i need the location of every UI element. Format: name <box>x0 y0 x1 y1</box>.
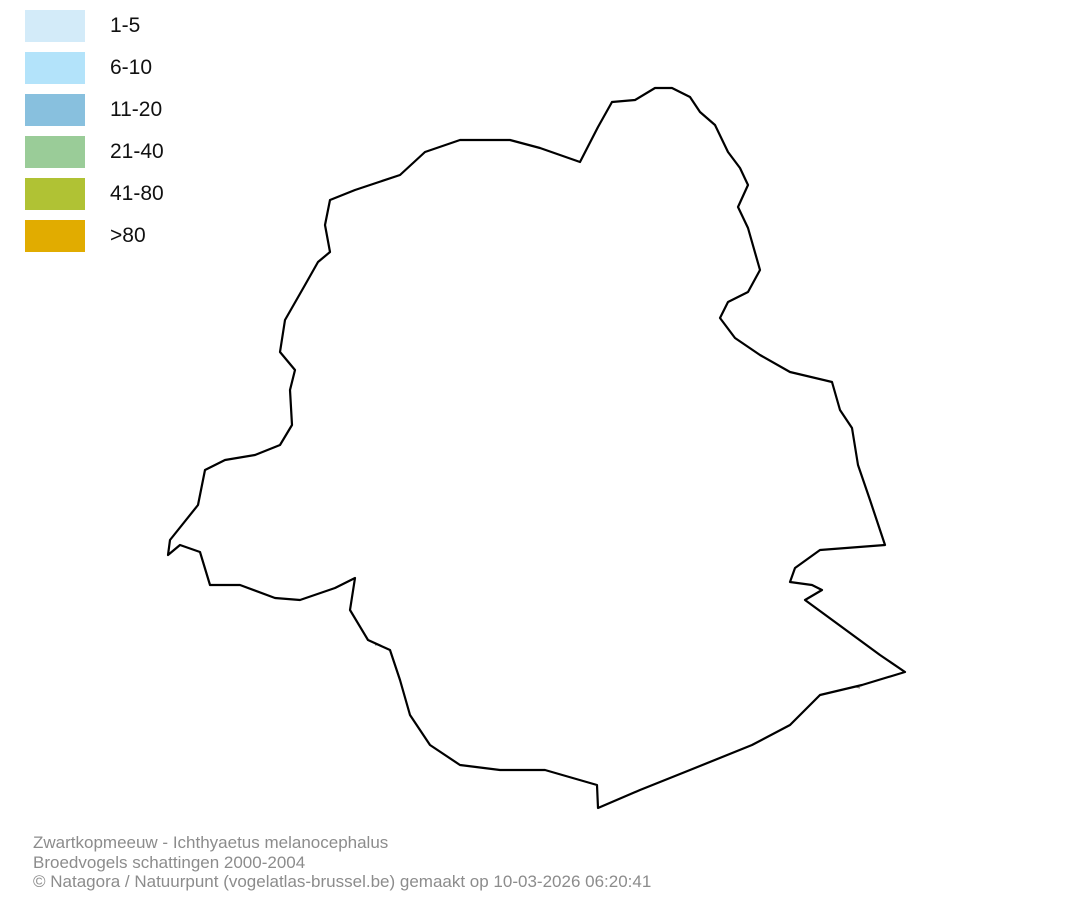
legend: 1-5 6-10 11-20 21-40 41-80 >80 <box>25 5 164 257</box>
legend-label: 21-40 <box>110 140 164 163</box>
legend-item: >80 <box>25 215 164 257</box>
legend-label: 41-80 <box>110 182 164 205</box>
legend-item: 21-40 <box>25 131 164 173</box>
legend-swatch <box>25 178 85 210</box>
legend-label: 6-10 <box>110 56 153 79</box>
map-caption: Zwartkopmeeuw - Ichthyaetus melanocephal… <box>33 833 651 892</box>
legend-item: 1-5 <box>25 5 164 47</box>
legend-swatch <box>25 220 85 252</box>
legend-swatch <box>25 94 85 126</box>
legend-swatch <box>25 52 85 84</box>
species-name: Zwartkopmeeuw - Ichthyaetus melanocephal… <box>33 833 389 852</box>
legend-item: 11-20 <box>25 89 164 131</box>
legend-label: 11-20 <box>110 98 163 121</box>
dataset-name: Broedvogels schattingen 2000-2004 <box>33 852 306 872</box>
legend-item: 6-10 <box>25 47 164 89</box>
legend-item: 41-80 <box>25 173 164 215</box>
region-boundary <box>166 86 907 810</box>
legend-swatch <box>25 136 85 168</box>
legend-label: 1-5 <box>110 14 141 37</box>
legend-swatch <box>25 10 85 42</box>
legend-label: >80 <box>110 224 146 247</box>
credit-line: © Natagora / Natuurpunt (vogelatlas-brus… <box>33 872 652 891</box>
